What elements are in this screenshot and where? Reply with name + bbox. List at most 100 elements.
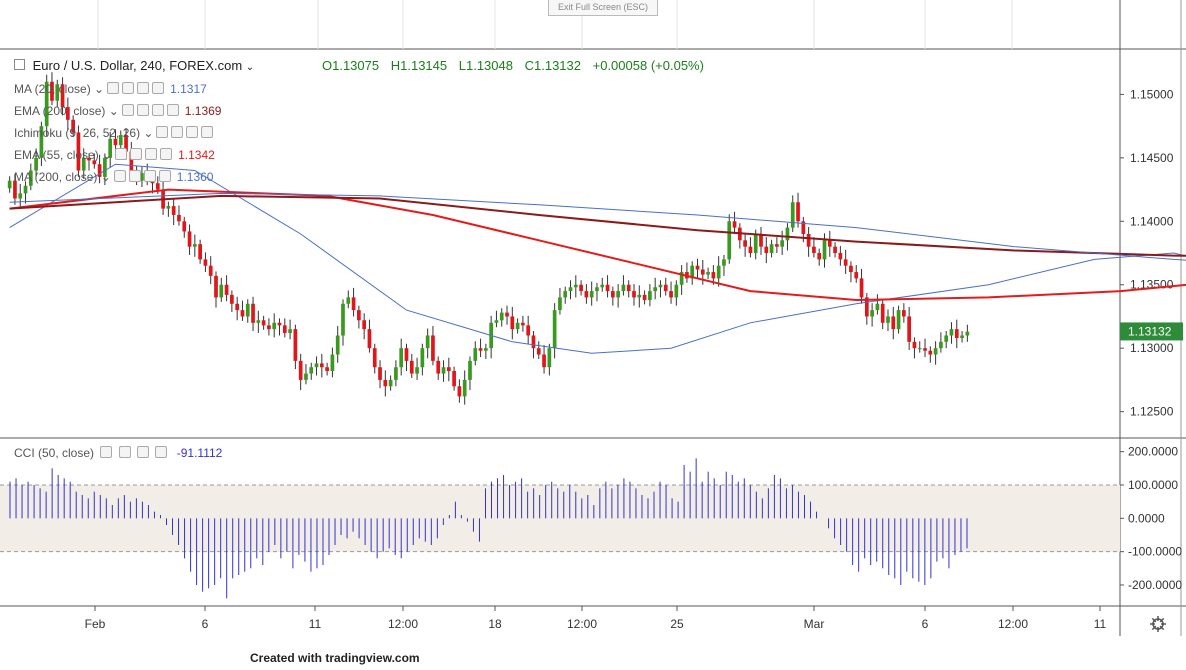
candle-body [531, 335, 536, 349]
add-icon[interactable] [137, 446, 150, 458]
close-value: C1.13132 [524, 58, 581, 73]
time-tick-label: 12:00 [567, 617, 597, 631]
candle-body [669, 291, 673, 298]
close-icon[interactable] [155, 446, 168, 458]
exit-fullscreen-button[interactable]: Exit Full Screen (ESC) [548, 0, 658, 16]
time-tick-label: 11 [1094, 617, 1107, 631]
legend-label[interactable]: MA (200, close) ⌄ [14, 170, 111, 184]
close-icon[interactable] [160, 148, 173, 160]
eye-icon[interactable] [100, 446, 113, 458]
candle-body [695, 265, 700, 270]
last-price-label: 1.13132 [1128, 324, 1172, 338]
legend-row: MA (200, close) ⌄ 1.1360 [14, 169, 213, 185]
candle-body [330, 354, 335, 372]
eye-icon[interactable] [113, 170, 126, 182]
candle-body [92, 160, 97, 165]
close-icon[interactable] [152, 82, 165, 94]
candle-body [542, 354, 546, 368]
settings-icon[interactable] [118, 446, 131, 458]
candle-body [775, 244, 779, 247]
legend-label[interactable]: EMA (55, close) ⌄ [14, 148, 113, 162]
candle-body [626, 284, 631, 292]
candle-body [34, 157, 38, 171]
candle-body [790, 202, 795, 228]
time-tick-label: 11 [309, 617, 322, 631]
close-icon[interactable] [201, 126, 214, 138]
close-icon[interactable] [166, 104, 179, 116]
settings-icon[interactable] [136, 104, 149, 116]
candle-body [817, 253, 822, 260]
time-tick-label: 6 [202, 617, 209, 631]
candle-body [198, 244, 202, 260]
eye-icon[interactable] [115, 148, 128, 160]
candle-body [711, 272, 716, 279]
add-icon[interactable] [151, 104, 164, 116]
candle-body [214, 275, 218, 298]
legend-row: MA (20, close) ⌄ 1.1317 [14, 81, 207, 97]
candle-body [949, 329, 954, 336]
candle-body [870, 310, 874, 317]
candle-body [23, 185, 28, 194]
change-value: +0.00058 (+0.05%) [592, 58, 704, 73]
candle-body [563, 291, 568, 298]
candle-body [103, 157, 107, 177]
settings-icon[interactable] [171, 126, 184, 138]
symbol-title[interactable]: Euro / U.S. Dollar, 240, FOREX.com [32, 58, 243, 73]
candle-body [674, 284, 679, 298]
settings-icon[interactable] [128, 170, 141, 182]
candle-body [282, 325, 287, 333]
cci-band [0, 485, 1120, 552]
candle-body [203, 259, 208, 266]
add-icon[interactable] [137, 82, 150, 94]
indicator-line [9, 188, 1186, 302]
candle-body [436, 360, 441, 374]
cci-value: -91.1112 [176, 446, 223, 460]
candle-body [880, 303, 885, 323]
candle-body [351, 297, 356, 311]
candle-body [457, 386, 462, 397]
legend-label[interactable]: Ichimoku (9, 26, 52, 26) ⌄ [14, 126, 154, 140]
time-tick-label: 12:00 [388, 617, 418, 631]
time-tick-label: Mar [804, 617, 825, 631]
candle-body [526, 325, 531, 336]
candle-body [277, 322, 282, 326]
price-tick-label: 1.13000 [1130, 341, 1174, 355]
legend-label[interactable]: EMA (200, close) ⌄ [14, 104, 119, 118]
legend-value: 1.1360 [176, 170, 214, 184]
candle-body [616, 291, 620, 298]
candle-body [76, 132, 81, 171]
close-icon[interactable] [158, 170, 171, 182]
price-tick-label: 1.12500 [1130, 405, 1174, 419]
price-tick-label: 1.14000 [1130, 214, 1174, 228]
gear-icon[interactable] [1150, 616, 1166, 632]
candle-body [452, 371, 456, 387]
candle-body [875, 303, 880, 311]
candle-body [288, 329, 292, 333]
indicator-line [9, 163, 1186, 354]
collapse-icon[interactable] [14, 59, 25, 70]
cci-label[interactable]: CCI (50, close) [14, 446, 95, 460]
last-price-badge [1120, 322, 1183, 341]
candle-body [796, 202, 800, 222]
add-icon[interactable] [143, 170, 156, 182]
chevron-down-icon[interactable]: ⌄ [245, 62, 255, 73]
legend-label[interactable]: MA (20, close) ⌄ [14, 82, 105, 96]
candle-body [473, 348, 478, 361]
indicator-line [9, 192, 1186, 261]
settings-icon[interactable] [130, 148, 143, 160]
eye-icon[interactable] [107, 82, 120, 94]
settings-icon[interactable] [122, 82, 135, 94]
eye-icon[interactable] [121, 104, 134, 116]
candle-body [753, 233, 758, 254]
legend-value: 1.1317 [170, 82, 207, 96]
add-icon[interactable] [145, 148, 158, 160]
add-icon[interactable] [186, 126, 199, 138]
candle-body [478, 348, 483, 351]
price-tick-label: 1.14500 [1130, 151, 1174, 165]
legend-row: EMA (55, close) ⌄ 1.1342 [14, 147, 215, 163]
cci-tick-label: 100.0000 [1128, 478, 1178, 492]
candle-body [806, 233, 811, 247]
candle-body [124, 135, 128, 152]
eye-icon[interactable] [156, 126, 169, 138]
